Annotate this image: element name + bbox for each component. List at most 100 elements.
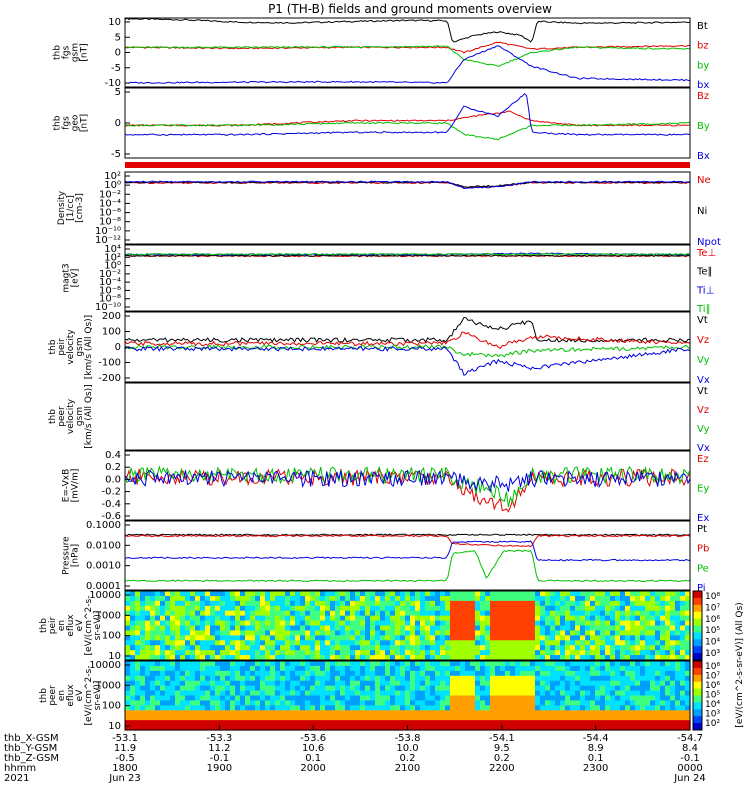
spectrogram-cell	[595, 675, 601, 682]
spectrogram-cell	[245, 680, 251, 687]
spectrogram-cell	[190, 670, 196, 677]
spectrogram-cell	[365, 700, 371, 706]
spectrogram-cell	[525, 670, 531, 677]
spectrogram-cell	[685, 661, 691, 667]
y-tick-label: 0.1000	[86, 520, 121, 531]
spectrogram-cell	[395, 685, 401, 692]
spectrogram-cell	[195, 650, 201, 656]
spectrogram-cell	[655, 665, 661, 672]
spectrogram-cell	[285, 680, 291, 687]
spectrogram-cell	[580, 655, 586, 661]
spectrogram-cell	[245, 635, 251, 641]
spectrogram-cell	[670, 595, 676, 602]
spectrogram-cell	[255, 661, 261, 667]
spectrogram-cell	[425, 645, 431, 651]
spectrogram-cell	[180, 700, 186, 706]
spectrogram-cell	[235, 591, 241, 597]
x-axis-labels: [eV/(cm^2-s-sr-eV)] (All Qs)thb_X-GSMthb…	[4, 602, 745, 784]
spectrogram-cell	[370, 610, 376, 617]
spectrogram-cell	[670, 661, 676, 667]
spectrogram-cell	[340, 700, 346, 706]
colorbar-tick: 10³	[705, 649, 720, 659]
spectrogram-cell	[375, 591, 381, 597]
spectrogram-cell	[365, 715, 371, 721]
spectrogram-cell	[635, 695, 641, 702]
spectrogram-cell	[445, 715, 451, 721]
spectrogram-cell	[645, 620, 651, 627]
spectrogram-cell	[355, 595, 361, 602]
spectrogram-cell	[160, 690, 166, 697]
spectrogram-cell	[605, 615, 611, 622]
spectrogram-cell	[570, 661, 576, 667]
spectrogram-cell	[430, 630, 436, 636]
spectrogram-cell	[150, 665, 156, 672]
y-label-line: eflux	[66, 684, 76, 707]
spectrogram-cell	[415, 620, 421, 627]
spectrogram-cell	[630, 620, 636, 627]
spectrogram-cell	[480, 600, 486, 607]
spectrogram-cell	[300, 661, 306, 667]
spectrogram-cell	[535, 600, 541, 607]
spectrogram-cell	[270, 650, 276, 656]
spectrogram-cell	[170, 630, 176, 636]
spectrogram-cell	[465, 720, 471, 726]
spectrogram-cell	[245, 675, 251, 682]
spectrogram-cell	[675, 690, 681, 697]
spectrogram-cell	[285, 665, 291, 672]
spectrogram-cell	[545, 700, 551, 706]
spectrogram-cell	[640, 615, 646, 622]
spectrogram-cell	[490, 620, 496, 627]
spectrogram-cell	[565, 620, 571, 627]
spectrogram-cell	[505, 685, 511, 692]
spectrogram-cell	[650, 625, 656, 632]
spectrogram-cell	[605, 685, 611, 692]
spectrogram-cell	[540, 665, 546, 672]
spectrogram-cell	[310, 595, 316, 602]
spectrogram-cell	[575, 685, 581, 692]
spectrogram-cell	[385, 605, 391, 612]
spectrogram-cell	[200, 650, 206, 656]
spectrogram-cell	[330, 695, 336, 702]
spectrogram-cell	[180, 635, 186, 641]
spectrogram-cell	[620, 705, 626, 711]
spectrogram-cell	[230, 625, 236, 632]
spectrogram-cell	[175, 600, 181, 607]
spectrogram-cell	[625, 645, 631, 651]
spectrogram-cell	[160, 635, 166, 641]
spectrogram-cell	[615, 605, 621, 612]
spectrogram-cell	[375, 645, 381, 651]
spectrogram-cell	[590, 620, 596, 627]
spectrogram-cell	[370, 665, 376, 672]
spectrogram-cell	[345, 675, 351, 682]
spectrogram-cell	[330, 650, 336, 656]
spectrogram-cell	[405, 635, 411, 641]
spectrogram-cell	[420, 645, 426, 651]
spectrogram-cell	[620, 680, 626, 687]
spectrogram-cell	[270, 705, 276, 711]
spectrogram-cell	[540, 645, 546, 651]
spectrogram-cell	[510, 605, 516, 612]
spectrogram-cell	[650, 650, 656, 656]
spectrogram-cell	[505, 720, 511, 726]
spectrogram-cell	[545, 661, 551, 667]
spectrogram-cell	[645, 715, 651, 721]
spectrogram-cell	[425, 661, 431, 667]
spectrogram-cell	[650, 670, 656, 677]
spectrogram-cell	[245, 710, 251, 716]
spectrogram-cell	[560, 655, 566, 661]
spectrogram-cell	[465, 690, 471, 697]
series-Vz	[124, 331, 691, 349]
spectrogram-cell	[250, 725, 256, 731]
spectrogram-cell	[150, 715, 156, 721]
spectrogram-cell	[505, 620, 511, 627]
spectrogram-cell	[155, 665, 161, 672]
spectrogram-cell	[620, 665, 626, 672]
spectrogram-cell	[410, 591, 416, 597]
spectrogram-cell	[360, 670, 366, 677]
x-tick-label: Jun 23	[108, 773, 141, 784]
spectrogram-cell	[160, 695, 166, 702]
spectrogram-cell	[360, 630, 366, 636]
spectrogram-cell	[395, 661, 401, 667]
spectrogram-cell	[505, 715, 511, 721]
spectrogram-cell	[220, 591, 226, 597]
